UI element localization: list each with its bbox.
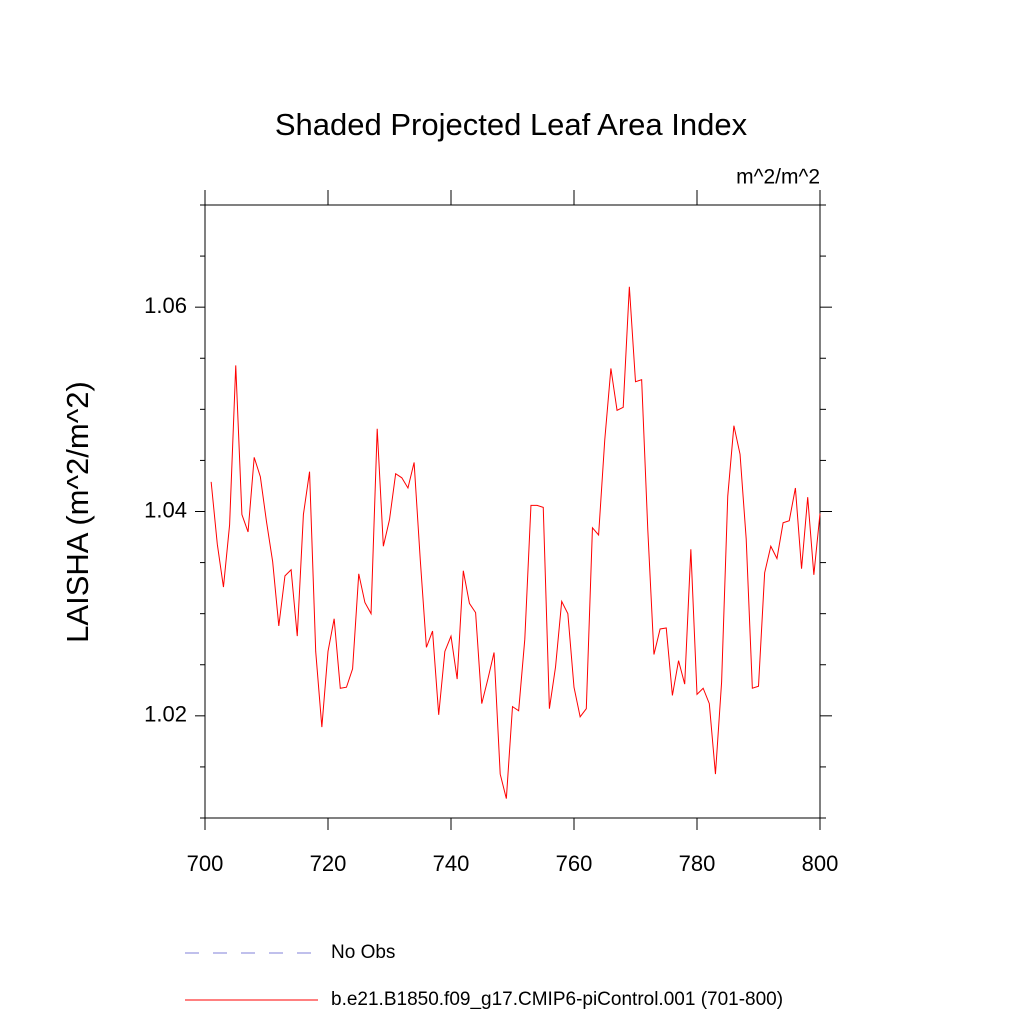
y-tick-label: 1.04 [144,497,187,522]
x-tick-label: 740 [433,851,470,876]
x-tick-label: 800 [802,851,839,876]
chart-title: Shaded Projected Leaf Area Index [275,107,748,142]
x-tick-label: 780 [679,851,716,876]
legend-label: b.e21.B1850.f09_g17.CMIP6-piControl.001 … [331,989,783,1010]
legend-label: No Obs [331,942,395,963]
units-label: m^2/m^2 [736,166,820,189]
x-tick-label: 700 [187,851,224,876]
y-tick-label: 1.06 [144,293,187,318]
x-tick-label: 760 [556,851,593,876]
x-tick-label: 720 [310,851,347,876]
y-tick-label: 1.02 [144,702,187,727]
series-line [210,286,821,799]
plot-frame [204,204,821,819]
y-axis-label: LAISHA (m^2/m^2) [60,381,95,643]
